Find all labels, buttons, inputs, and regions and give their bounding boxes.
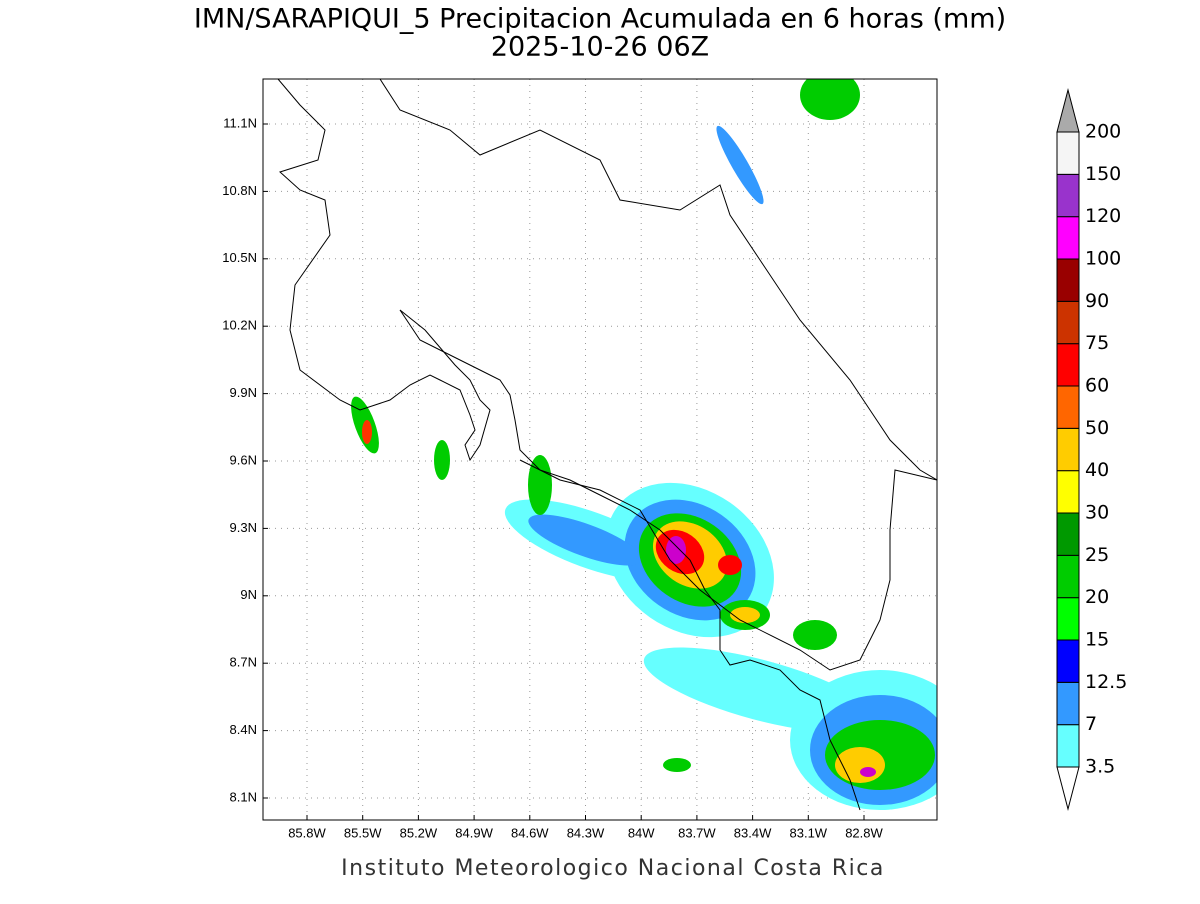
- title: IMN/SARAPIQUI_5 Precipitacion Acumulada …: [194, 4, 1006, 35]
- coastline: [379, 79, 937, 481]
- colorbar-label: 150: [1085, 163, 1121, 185]
- colorbar-box: [1056, 258, 1080, 302]
- y-tick-label: 10.8N: [222, 183, 257, 198]
- coastline: [399, 309, 861, 811]
- colorbar-label: 60: [1085, 375, 1109, 397]
- rain-area: [643, 647, 877, 733]
- colorbar-box: [1056, 512, 1080, 556]
- x-tick-label: 83.7W: [678, 825, 716, 840]
- colorbar-box: [1056, 639, 1080, 683]
- x-tick-label: 82.8W: [845, 825, 883, 840]
- precipitation: [351, 79, 937, 810]
- map-frame: [262, 78, 938, 821]
- rain-area: [362, 420, 372, 444]
- x-tick-label: 85.2W: [400, 825, 438, 840]
- rain-area: [666, 536, 686, 564]
- colorbar-label: 20: [1085, 586, 1109, 608]
- x-tick-label: 85.5W: [344, 825, 382, 840]
- colorbar: 3.5 7 12.5 15 20 25 30 40 50 60 75 90 100 120 150 200: [1056, 88, 1127, 811]
- rain-area: [800, 79, 860, 120]
- colorbar-box: [1056, 131, 1080, 175]
- rain-area: [718, 555, 742, 575]
- y-tick-label: 11.1N: [223, 115, 257, 130]
- coastline: [277, 79, 491, 462]
- colorbar-box: [1056, 470, 1080, 514]
- y-tick-label: 9.6N: [230, 452, 257, 467]
- colorbar-label: 25: [1085, 544, 1109, 566]
- rain-area: [528, 514, 642, 566]
- colorbar-label: 100: [1085, 248, 1121, 270]
- x-tick-label: 85.8W: [288, 825, 326, 840]
- colorbar-label: 200: [1085, 121, 1121, 143]
- y-tick-label: 9N: [240, 587, 257, 602]
- y-tick-label: 9.3N: [230, 520, 257, 535]
- colorbar-box: [1056, 554, 1080, 599]
- x-tick-label: 84.3W: [567, 825, 605, 840]
- colorbar-under: [1056, 766, 1080, 811]
- coastline: [277, 79, 937, 811]
- y-tick-label: 8.7N: [230, 655, 257, 670]
- border: [519, 459, 937, 671]
- x-tick-label: 83.4W: [734, 825, 772, 840]
- colorbar-label: 30: [1085, 502, 1109, 524]
- colorbar-label: 90: [1085, 290, 1109, 312]
- y-tick-label: 8.1N: [230, 789, 257, 804]
- colorbar-box: [1056, 343, 1080, 387]
- rain-area: [716, 125, 764, 205]
- y-tick-label: 10.2N: [222, 318, 257, 333]
- colorbar-box: [1056, 597, 1080, 641]
- y-tick-label: 10.5N: [222, 250, 257, 265]
- colorbar-box: [1056, 681, 1080, 726]
- rain-area: [663, 758, 691, 772]
- colorbar-label: 3.5: [1085, 756, 1115, 778]
- x-tick-label: 83.1W: [790, 825, 828, 840]
- y-tick-label: 8.4N: [230, 722, 257, 737]
- colorbar-label: 15: [1085, 629, 1109, 651]
- axes: 85.8W 85.5W 85.2W 84.9W 84.6W 84.3W 84W 83.7W 83…: [222, 115, 883, 840]
- colorbar-label: 120: [1085, 205, 1121, 227]
- colorbar-label: 50: [1085, 417, 1109, 439]
- colorbar-label: 7: [1085, 713, 1097, 735]
- y-tick-label: 9.9N: [230, 385, 257, 400]
- x-tick-label: 84.9W: [455, 825, 493, 840]
- rain-area: [434, 440, 450, 480]
- rain-area: [528, 455, 552, 515]
- rain-area: [793, 620, 837, 650]
- colorbar-box: [1056, 216, 1080, 260]
- x-tick-label: 84.6W: [511, 825, 549, 840]
- x-tick-label: 84W: [628, 825, 655, 840]
- footer: Instituto Meteorologico Nacional Costa R…: [341, 856, 885, 881]
- colorbar-label: 40: [1085, 459, 1109, 481]
- colorbar-label: 75: [1085, 332, 1109, 354]
- map: [263, 79, 937, 820]
- colorbar-box: [1056, 173, 1080, 218]
- colorbar-box: [1056, 300, 1080, 345]
- rain-area: [730, 607, 760, 623]
- colorbar-box: [1056, 427, 1080, 472]
- colorbar-box: [1056, 385, 1080, 429]
- colorbar-box: [1056, 724, 1080, 768]
- rain-area: [860, 767, 876, 777]
- colorbar-label: 12.5: [1085, 671, 1127, 693]
- subtitle: 2025-10-26 06Z: [491, 32, 709, 63]
- colorbar-over: [1056, 88, 1080, 133]
